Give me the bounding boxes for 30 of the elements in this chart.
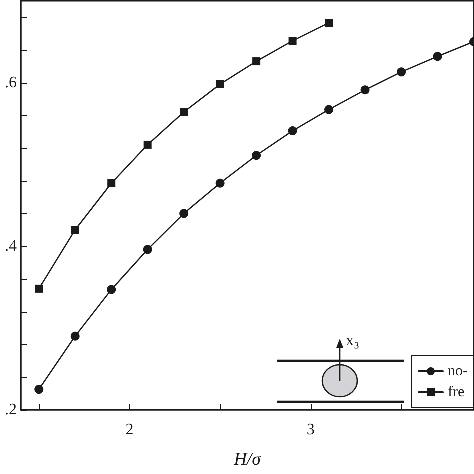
point	[143, 245, 152, 254]
legend-label: no-	[448, 364, 468, 380]
point	[252, 151, 262, 160]
y-tick-label: .2	[5, 402, 17, 418]
point	[252, 58, 261, 66]
point	[180, 209, 189, 218]
point	[107, 285, 116, 294]
point	[70, 332, 80, 341]
point	[180, 108, 188, 116]
x-tick-label: 2	[126, 422, 134, 438]
point	[35, 284, 44, 293]
point	[288, 126, 298, 136]
point	[324, 105, 334, 114]
y-tick-label: .6	[5, 74, 17, 92]
point	[325, 19, 334, 28]
x-tick-label: 3	[306, 422, 315, 438]
point	[216, 80, 224, 88]
point	[397, 68, 406, 77]
point	[360, 86, 370, 95]
point	[144, 140, 152, 149]
point	[71, 226, 80, 234]
annotation: x₃	[346, 332, 360, 350]
x-axis-title: H/σ	[233, 449, 262, 469]
point	[216, 178, 225, 188]
legend-label: fre	[448, 384, 465, 400]
point	[34, 385, 44, 394]
point	[108, 179, 116, 188]
point	[288, 37, 297, 46]
point	[433, 52, 442, 62]
y-tick-label: .4	[5, 238, 17, 255]
